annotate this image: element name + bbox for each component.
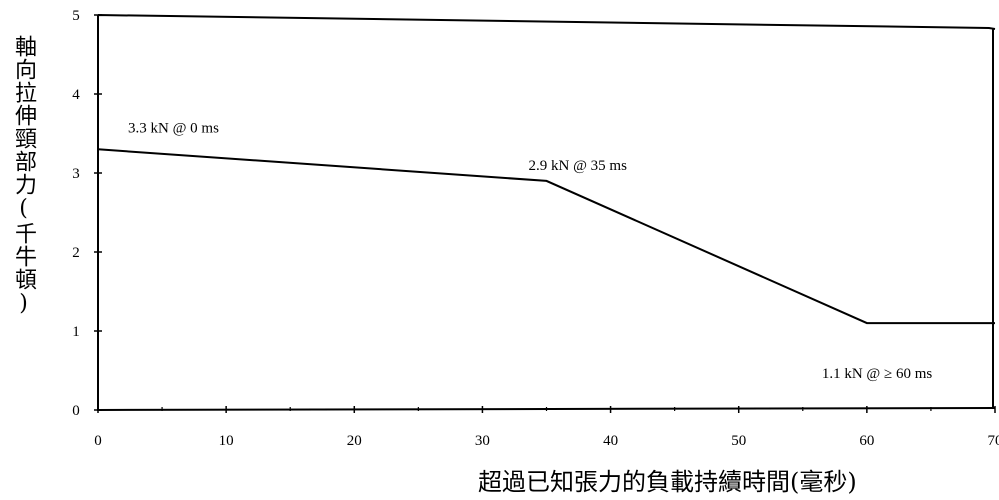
y-axis-label: 軸向拉伸頸部力(千牛頓) [11,35,36,317]
y-axis-ticks: 0 1 2 3 4 5 [72,8,102,419]
x-axis-label: 超過已知張力的負載持續時間(毫秒) [478,468,857,496]
data-annotation: 2.9 kN @ 35 ms [529,158,628,174]
x-tick-label: 20 [347,433,362,449]
x-axis-ticks: 0 10 20 30 40 50 60 70 [94,406,999,449]
x-tick-label: 10 [219,433,234,449]
series-layer [97,148,995,325]
x-tick-label: 50 [731,433,746,449]
data-annotation: 3.3 kN @ 0 ms [128,120,219,136]
y-tick-label: 3 [72,166,80,182]
x-tick-label: 60 [859,433,874,449]
x-tick-label: 70 [988,433,999,449]
x-tick-label: 40 [603,433,618,449]
y-tick-label: 4 [72,87,80,103]
y-tick-label: 1 [72,324,80,340]
y-tick-label: 5 [72,8,80,24]
plot-border [97,14,996,412]
data-annotation: 1.1 kN @ ≥ 60 ms [822,366,933,382]
plot-frame [97,14,996,412]
y-tick-label: 2 [72,245,80,261]
x-tick-label: 0 [94,433,102,449]
y-tick-label: 0 [72,403,80,419]
annotation-layer: 3.3 kN @ 0 ms 2.9 kN @ 35 ms 1.1 kN @ ≥ 60… [128,120,932,382]
series-line [97,148,995,325]
x-tick-label: 30 [475,433,490,449]
